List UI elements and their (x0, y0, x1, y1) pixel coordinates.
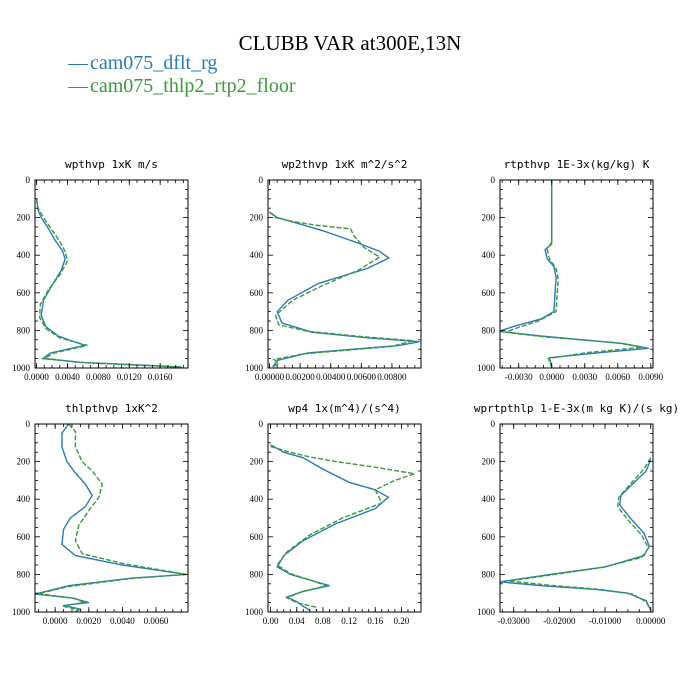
x-tick-label: 0.08 (315, 616, 331, 626)
x-tick-label: 0.0040 (110, 616, 135, 626)
y-tick-label: 200 (482, 457, 496, 467)
figure-title: CLUBB VAR at300E,13N (239, 31, 462, 55)
panel-6: wprtpthlp 1-E-3x(m kg K)/(s kg) 0 200 400 60… (474, 402, 679, 626)
x-tick-label: 0.16 (367, 616, 383, 626)
legend-entry-floor: cam075_thlp2_rtp2_floor (90, 75, 296, 97)
y-tick-label: 800 (482, 325, 496, 335)
y-tick-label: 0 (26, 175, 31, 185)
y-tick-label: 400 (482, 494, 496, 504)
y-tick-label: 600 (17, 532, 31, 542)
panel-title: wp2thvp 1xK m^2/s^2 (282, 158, 408, 171)
panel-2: wp2thvp 1xK m^2/s^2020040060080010000.00… (245, 158, 422, 382)
x-tick-label: 0.0080 (86, 372, 111, 382)
y-tick-label: 600 (482, 532, 496, 542)
y-tick-label: 800 (17, 325, 31, 335)
axis-frame (34, 179, 189, 369)
panel-title: wpthvp 1xK m/s (65, 158, 158, 171)
x-tick-label: 0.0060 (144, 616, 169, 626)
y-tick-label: 200 (250, 457, 264, 467)
y-tick-label: 600 (482, 288, 496, 298)
x-tick-label: 0.00000 (255, 372, 285, 382)
panel-title: rtpthvp 1E-3x(kg/kg) K (504, 158, 650, 171)
x-tick-label: 0.12 (341, 616, 357, 626)
x-tick-label: 0.0160 (148, 372, 173, 382)
x-tick-label: 0.0020 (76, 616, 101, 626)
series-line-floor (269, 211, 414, 368)
series-line-dflt (500, 459, 652, 611)
series-line-floor (505, 180, 643, 368)
y-tick-label: 800 (250, 569, 264, 579)
y-tick-label: 200 (17, 457, 31, 467)
x-tick-label: 0.20 (394, 616, 410, 626)
y-tick-label: 1000 (245, 363, 264, 373)
y-tick-label: 400 (250, 250, 264, 260)
axis-frame (34, 423, 189, 613)
y-tick-label: 1000 (12, 363, 31, 373)
x-tick-label: 0.0090 (638, 372, 663, 382)
x-tick-label: -0.03000 (498, 616, 531, 626)
legend-marker-2: — (67, 75, 89, 97)
y-tick-label: 800 (482, 569, 496, 579)
legend: — cam075_dflt_rg — cam075_thlp2_rtp2_flo… (67, 52, 296, 97)
x-tick-label: 0.0120 (117, 372, 142, 382)
x-tick-label: -0.02000 (543, 616, 576, 626)
x-tick-label: 0.0030 (572, 372, 597, 382)
legend-entry-dflt: cam075_dflt_rg (90, 52, 217, 74)
y-tick-label: 400 (17, 494, 31, 504)
series-line-floor (35, 198, 182, 368)
x-tick-label: 0.00600 (347, 372, 377, 382)
panel-title: thlpthvp 1xK^2 (65, 402, 158, 415)
panel-4: thlpthvp 1xK^2 0 200 400 600 800 1000 0.0000 0.0… (12, 402, 189, 626)
y-tick-label: 0 (259, 419, 264, 429)
x-tick-label: 0.0060 (605, 372, 630, 382)
x-tick-label: 0.0000 (539, 372, 564, 382)
y-tick-label: 600 (250, 532, 264, 542)
x-tick-label: 0.0040 (55, 372, 80, 382)
x-tick-label: 0.04 (289, 616, 305, 626)
x-tick-label: -0.01000 (589, 616, 622, 626)
x-tick-label: -0.0030 (505, 372, 533, 382)
x-tick-label: 0.00200 (286, 372, 316, 382)
series-line-floor (38, 424, 187, 612)
series-line-floor (508, 457, 652, 611)
x-tick-label: 0.00400 (316, 372, 346, 382)
y-tick-label: 0 (491, 419, 496, 429)
y-tick-label: 600 (17, 288, 31, 298)
series-line-floor (270, 445, 415, 612)
y-tick-label: 600 (250, 288, 264, 298)
y-tick-label: 0 (259, 175, 264, 185)
y-tick-label: 400 (17, 250, 31, 260)
y-tick-label: 1000 (477, 363, 496, 373)
x-tick-label: 0.0000 (24, 372, 49, 382)
y-tick-label: 200 (482, 213, 496, 223)
y-tick-label: 400 (482, 250, 496, 260)
panel-title: wprtpthlp 1-E-3x(m kg K)/(s kg) (474, 402, 679, 415)
panel-title: wp4 1x(m^4)/(s^4) (288, 402, 401, 415)
x-tick-label: 0.00000 (636, 616, 666, 626)
y-tick-label: 0 (26, 419, 31, 429)
panel-3: rtpthvp 1E-3x(kg/kg) K 0 200 400 600 800 1000-… (477, 158, 664, 382)
y-tick-label: 0 (491, 175, 496, 185)
series-line-dflt (35, 198, 182, 368)
x-tick-label: 0.0000 (43, 616, 68, 626)
y-tick-label: 400 (250, 494, 264, 504)
y-tick-label: 800 (17, 569, 31, 579)
legend-marker-1: — (67, 52, 89, 74)
y-tick-label: 1000 (12, 607, 31, 617)
series-line-dflt (35, 424, 187, 612)
series-line-dflt (269, 211, 420, 368)
series-line-dflt (270, 444, 390, 611)
y-tick-label: 200 (250, 213, 264, 223)
y-tick-label: 200 (17, 213, 31, 223)
x-tick-label: 0.00800 (377, 372, 407, 382)
y-tick-label: 1000 (477, 607, 496, 617)
y-tick-label: 1000 (245, 607, 264, 617)
series-line-dflt (500, 180, 649, 368)
x-tick-label: 0.00 (263, 616, 279, 626)
y-tick-label: 800 (250, 325, 264, 335)
